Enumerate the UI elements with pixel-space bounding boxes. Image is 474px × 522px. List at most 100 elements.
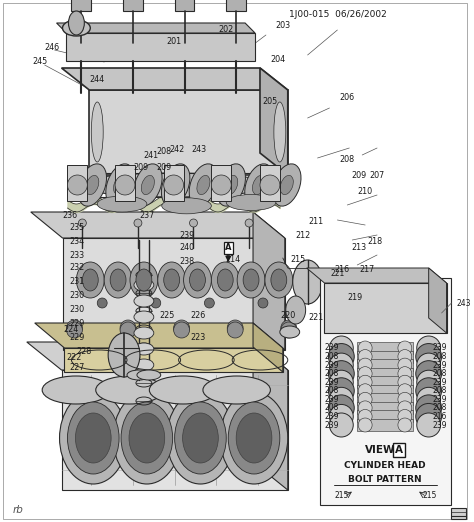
Text: 239: 239 xyxy=(432,395,447,404)
Ellipse shape xyxy=(358,393,372,406)
Ellipse shape xyxy=(108,333,140,377)
Ellipse shape xyxy=(286,296,306,324)
Bar xyxy=(226,0,246,11)
Ellipse shape xyxy=(416,404,442,430)
Text: 217: 217 xyxy=(359,266,375,275)
Text: 1J00-015  06/26/2002: 1J00-015 06/26/2002 xyxy=(289,10,387,19)
Bar xyxy=(174,0,194,11)
Ellipse shape xyxy=(121,402,173,474)
Ellipse shape xyxy=(398,384,412,398)
Ellipse shape xyxy=(86,175,99,195)
Text: 209: 209 xyxy=(352,171,367,180)
Text: 228: 228 xyxy=(77,348,92,357)
Ellipse shape xyxy=(162,198,211,214)
Ellipse shape xyxy=(328,343,354,370)
Ellipse shape xyxy=(173,320,190,336)
Ellipse shape xyxy=(158,262,185,298)
Text: 211: 211 xyxy=(308,218,323,227)
Ellipse shape xyxy=(164,269,180,291)
Text: 215: 215 xyxy=(422,491,437,500)
Ellipse shape xyxy=(77,173,270,197)
Ellipse shape xyxy=(417,413,440,437)
Bar xyxy=(164,165,183,201)
Bar xyxy=(72,0,91,11)
Ellipse shape xyxy=(417,370,440,394)
Text: 233: 233 xyxy=(70,251,85,259)
Polygon shape xyxy=(89,90,288,175)
Text: 230: 230 xyxy=(70,291,85,301)
Ellipse shape xyxy=(114,175,127,195)
Ellipse shape xyxy=(42,376,109,404)
Ellipse shape xyxy=(281,320,297,336)
Text: rb: rb xyxy=(12,505,23,515)
Text: 221: 221 xyxy=(330,268,345,278)
Bar xyxy=(66,33,255,61)
Text: 208: 208 xyxy=(324,386,338,395)
Ellipse shape xyxy=(329,413,353,437)
Ellipse shape xyxy=(120,320,136,336)
Ellipse shape xyxy=(189,164,218,206)
Text: 239: 239 xyxy=(324,343,339,352)
Ellipse shape xyxy=(78,164,107,206)
Text: BOLT PATTERN: BOLT PATTERN xyxy=(348,474,422,483)
Text: 245: 245 xyxy=(32,57,47,66)
Ellipse shape xyxy=(104,262,132,298)
Ellipse shape xyxy=(97,196,147,212)
Ellipse shape xyxy=(398,375,412,389)
Ellipse shape xyxy=(328,378,354,404)
Ellipse shape xyxy=(417,387,440,411)
Ellipse shape xyxy=(398,358,412,372)
Polygon shape xyxy=(428,268,447,333)
Ellipse shape xyxy=(358,418,372,432)
Bar xyxy=(357,351,413,363)
Ellipse shape xyxy=(217,164,246,206)
Ellipse shape xyxy=(398,401,412,415)
Ellipse shape xyxy=(134,164,162,206)
Bar xyxy=(211,165,231,201)
Text: 202: 202 xyxy=(219,26,234,34)
Polygon shape xyxy=(62,68,288,90)
Ellipse shape xyxy=(91,102,103,162)
Ellipse shape xyxy=(243,269,259,291)
Ellipse shape xyxy=(197,175,210,195)
Ellipse shape xyxy=(162,164,190,206)
Text: 218: 218 xyxy=(367,238,383,246)
Text: 223: 223 xyxy=(191,334,206,342)
Text: 237: 237 xyxy=(139,210,155,219)
Bar xyxy=(357,410,413,422)
Ellipse shape xyxy=(417,353,440,377)
Text: 219: 219 xyxy=(347,293,363,303)
Ellipse shape xyxy=(76,262,104,298)
Polygon shape xyxy=(31,212,285,238)
Text: 214: 214 xyxy=(226,255,241,265)
Ellipse shape xyxy=(134,359,154,371)
Text: 221: 221 xyxy=(308,314,323,323)
Text: 208: 208 xyxy=(156,148,171,157)
Text: 239: 239 xyxy=(432,361,447,370)
Ellipse shape xyxy=(358,350,372,363)
Ellipse shape xyxy=(258,298,268,308)
Ellipse shape xyxy=(416,343,442,370)
Ellipse shape xyxy=(398,418,412,432)
Text: 208: 208 xyxy=(324,404,338,412)
Ellipse shape xyxy=(328,395,354,421)
Ellipse shape xyxy=(281,322,297,338)
Ellipse shape xyxy=(398,341,412,355)
Ellipse shape xyxy=(106,164,134,206)
Ellipse shape xyxy=(164,175,183,195)
Ellipse shape xyxy=(141,175,155,195)
Ellipse shape xyxy=(416,361,442,387)
Ellipse shape xyxy=(115,175,135,195)
Ellipse shape xyxy=(130,262,158,298)
Polygon shape xyxy=(253,342,288,490)
Ellipse shape xyxy=(329,353,353,377)
Ellipse shape xyxy=(96,376,163,404)
Ellipse shape xyxy=(358,375,372,389)
Polygon shape xyxy=(63,238,285,350)
Ellipse shape xyxy=(265,262,293,298)
Text: 213: 213 xyxy=(352,243,367,253)
Ellipse shape xyxy=(204,298,214,308)
Ellipse shape xyxy=(358,358,372,372)
Ellipse shape xyxy=(416,395,442,421)
Text: 208: 208 xyxy=(432,369,447,378)
